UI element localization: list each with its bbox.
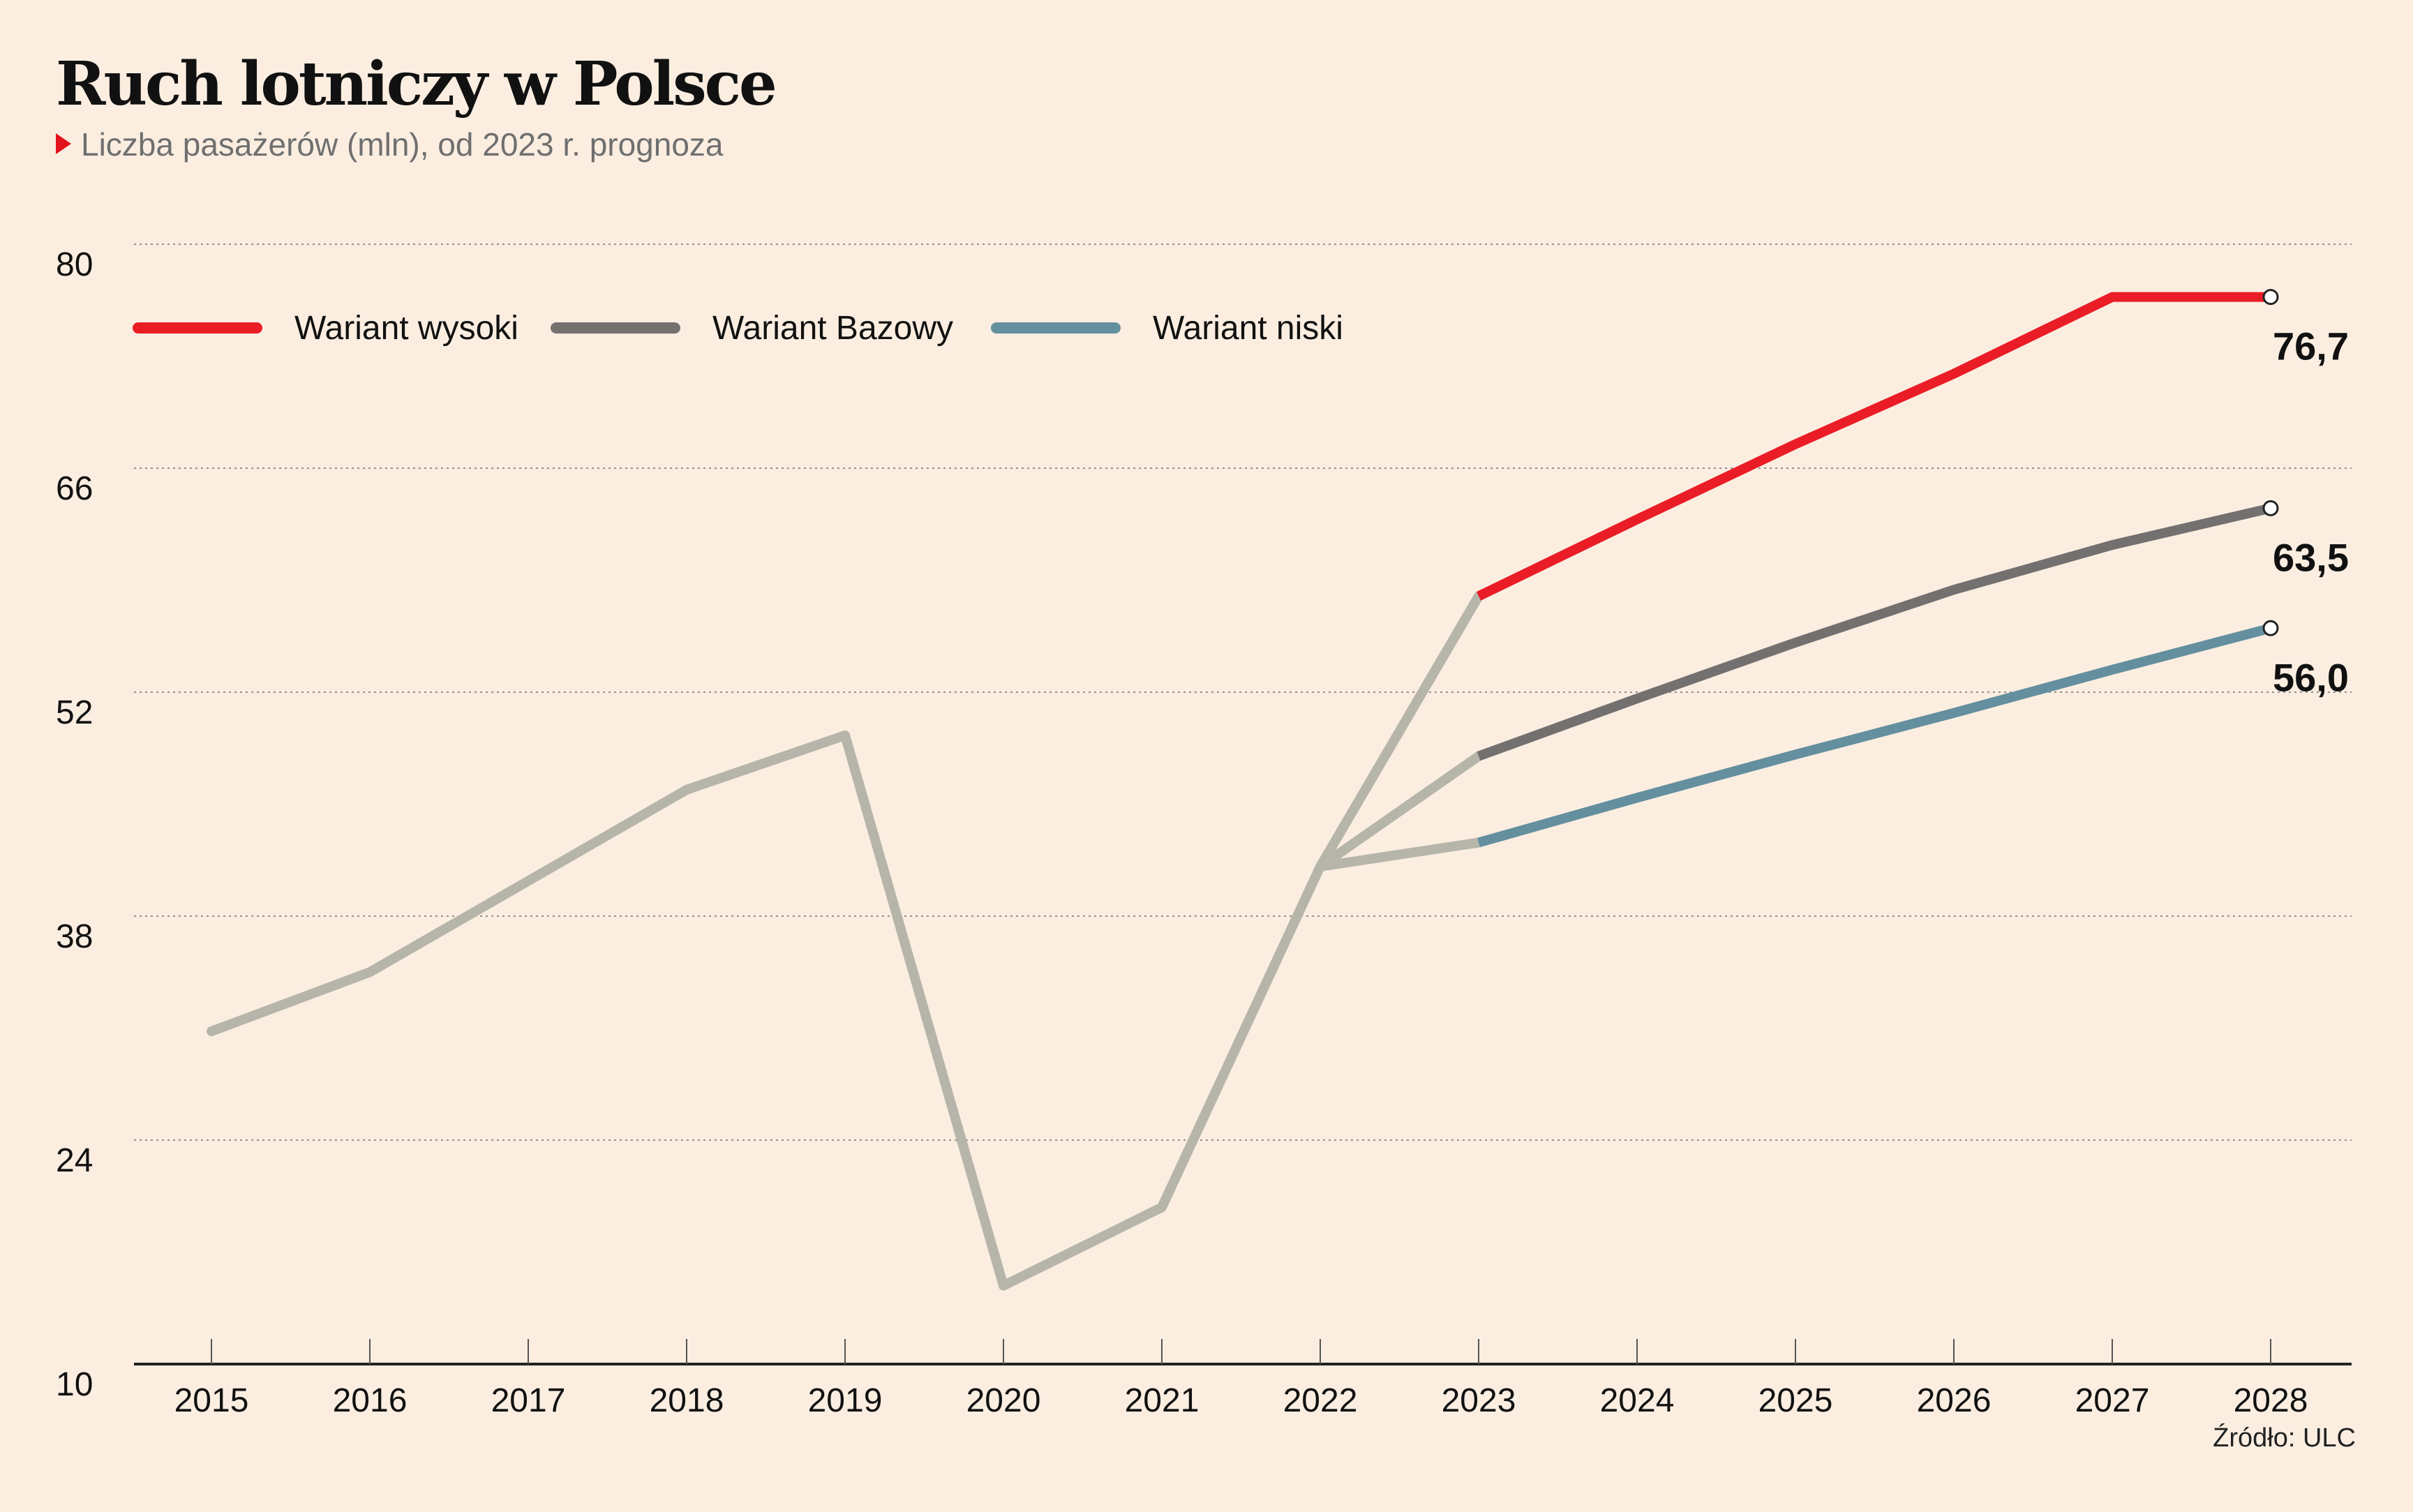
transition-line-low xyxy=(1315,837,1484,871)
y-axis: 10 24 38 52 66 80 xyxy=(56,246,93,1403)
end-value-label-low: 56,0 xyxy=(2273,655,2349,699)
legend-label-base: Wariant Bazowy xyxy=(712,310,953,347)
x-tick-label: 2018 xyxy=(650,1382,724,1419)
x-tick-label: 2019 xyxy=(808,1382,883,1419)
chart-subtitle: Liczba pasażerów (mln), od 2023 r. progn… xyxy=(56,126,724,163)
series-line-low xyxy=(1477,623,2272,848)
triangle-marker-icon xyxy=(56,133,71,154)
y-tick-label: 10 xyxy=(56,1366,93,1403)
x-tick-label: 2026 xyxy=(1917,1382,1992,1419)
series-line-high xyxy=(1476,292,2271,601)
transition-line-high xyxy=(1315,591,1484,871)
x-tick-label: 2023 xyxy=(1442,1382,1516,1419)
chart-title: Ruch lotniczy w Polsce xyxy=(56,49,777,119)
y-tick-label: 66 xyxy=(56,470,93,507)
chart-gridlines xyxy=(134,244,2352,1141)
x-tick-label: 2017 xyxy=(491,1382,566,1419)
x-tick-label: 2028 xyxy=(2234,1382,2308,1419)
x-tick-label: 2027 xyxy=(2075,1382,2150,1419)
y-tick-label: 38 xyxy=(56,918,93,955)
x-tick-label: 2021 xyxy=(1125,1382,1200,1419)
x-tick-label: 2020 xyxy=(966,1382,1041,1419)
historical-line xyxy=(207,730,1325,1291)
endpoint-marker-high xyxy=(2262,289,2279,306)
legend-label-low: Wariant niski xyxy=(1153,310,1343,347)
x-tick-label: 2022 xyxy=(1283,1382,1358,1419)
end-value-label-base: 63,5 xyxy=(2273,535,2349,579)
chart-subtitle-text: Liczba pasażerów (mln), od 2023 r. progn… xyxy=(81,126,724,163)
endpoint-marker-base xyxy=(2262,500,2279,516)
transition-line-base xyxy=(1315,751,1484,871)
y-tick-label: 52 xyxy=(56,694,93,731)
x-axis: 2015 2016 2017 2018 2019 2020 2021 2022 2023 2024… xyxy=(134,1339,2352,1419)
source-note: Źródło: ULC xyxy=(2213,1423,2356,1453)
series-line-base xyxy=(1477,503,2272,761)
x-tick-label: 2025 xyxy=(1758,1382,1833,1419)
y-tick-label: 80 xyxy=(56,246,93,283)
y-tick-label: 24 xyxy=(56,1142,93,1179)
x-tick-label: 2024 xyxy=(1600,1382,1675,1419)
end-value-label-high: 76,7 xyxy=(2273,324,2349,368)
x-tick-label: 2015 xyxy=(174,1382,249,1419)
series-endpoints: 76,7 63,5 56,0 xyxy=(2262,289,2349,699)
x-tick-label: 2016 xyxy=(333,1382,408,1419)
legend-label-high: Wariant wysoki xyxy=(294,310,518,347)
endpoint-marker-low xyxy=(2262,620,2279,636)
chart-legend: Wariant wysoki Wariant Bazowy Wariant nisk… xyxy=(133,310,1343,347)
chart-series xyxy=(207,292,2272,1291)
